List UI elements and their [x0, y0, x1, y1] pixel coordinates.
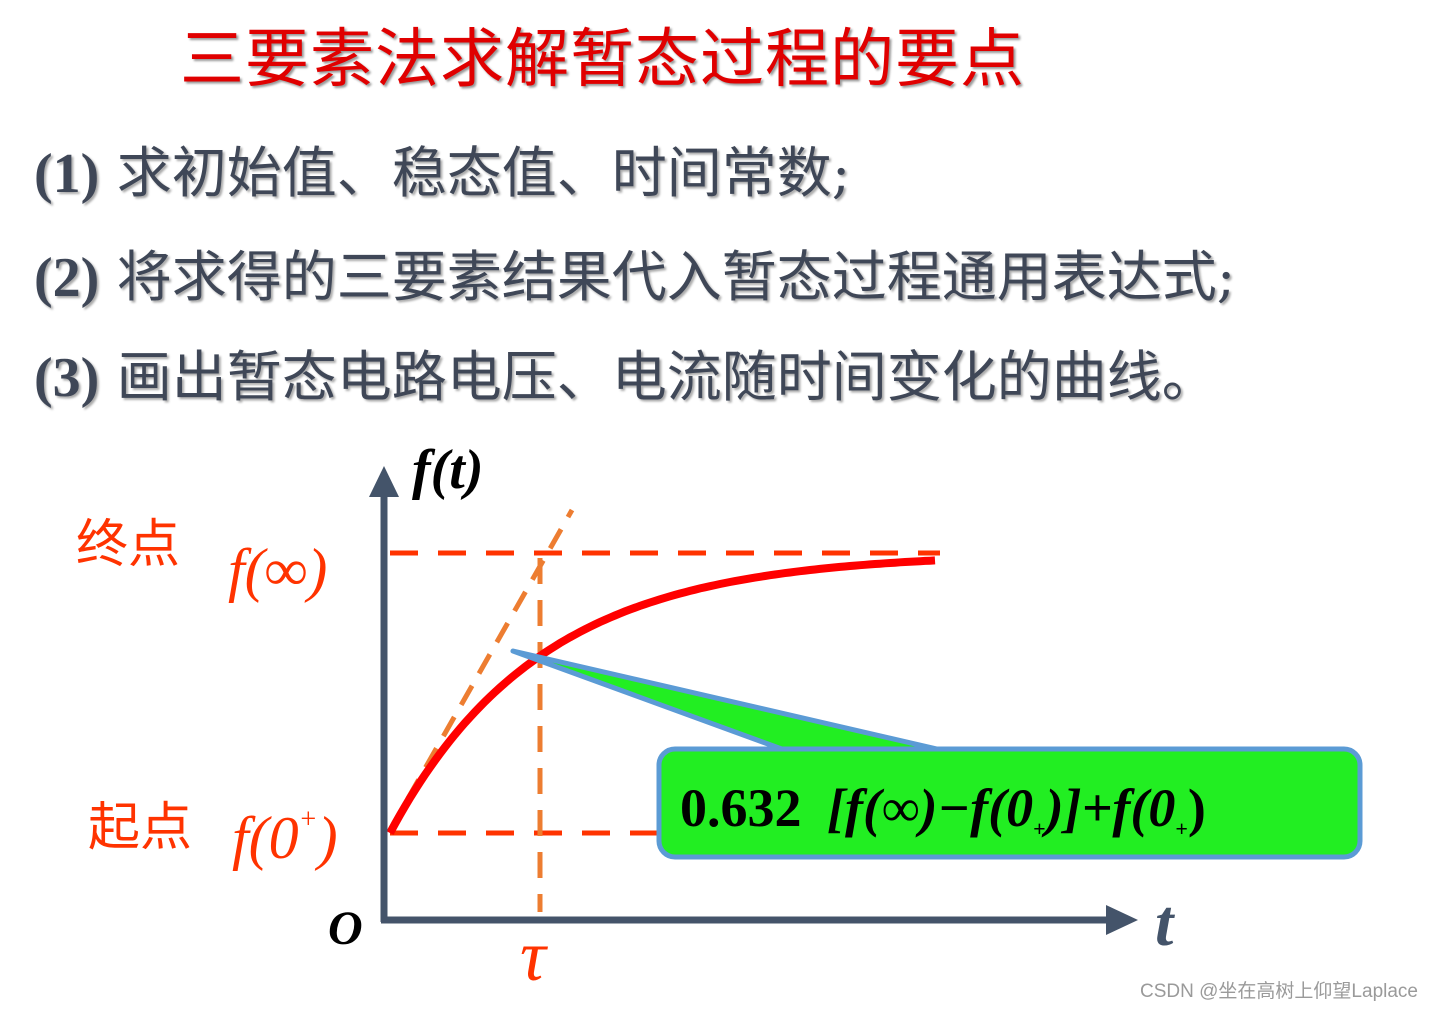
step-2: (2) 将求得的三要素结果代入暂态过程通用表达式;: [34, 232, 1235, 312]
x-axis-label: t: [1155, 887, 1175, 960]
end-value-label: f(∞): [228, 537, 327, 603]
callout-formula: 0.632 [f(∞)−f(0+)]+f(0+): [680, 778, 1206, 841]
tangent-dashed-line: [387, 508, 575, 832]
start-point-label: 起点: [88, 798, 192, 858]
start-value-label: f(0+): [232, 804, 338, 871]
step-number: (3): [34, 347, 100, 409]
response-curve: [386, 556, 936, 835]
watermark: CSDN @坐在高树上仰望Laplace: [1140, 981, 1418, 1002]
step-number: (2): [34, 247, 100, 309]
step-text: 画出暂态电路电压、电流随时间变化的曲线。: [116, 345, 1217, 409]
callout-pointer: [510, 648, 953, 755]
step-text: 将求得的三要素结果代入暂态过程通用表达式;: [116, 245, 1236, 309]
slide-title: 三要素法求解暂态过程的要点: [180, 23, 1025, 97]
step-number: (1): [34, 143, 100, 205]
step-1: (1) 求初始值、稳态值、时间常数;: [34, 128, 850, 208]
origin-label: O: [328, 902, 363, 955]
callout-box: [656, 746, 1363, 860]
tau-label: τ: [520, 916, 548, 996]
y-axis-arrow-icon: [369, 466, 399, 497]
y-axis-label: f(t): [412, 439, 484, 501]
end-point-label: 终点: [76, 515, 180, 575]
x-axis-arrow-icon: [1106, 905, 1138, 935]
step-text: 求初始值、稳态值、时间常数;: [116, 141, 851, 205]
step-3: (3) 画出暂态电路电压、电流随时间变化的曲线。: [34, 332, 1217, 412]
